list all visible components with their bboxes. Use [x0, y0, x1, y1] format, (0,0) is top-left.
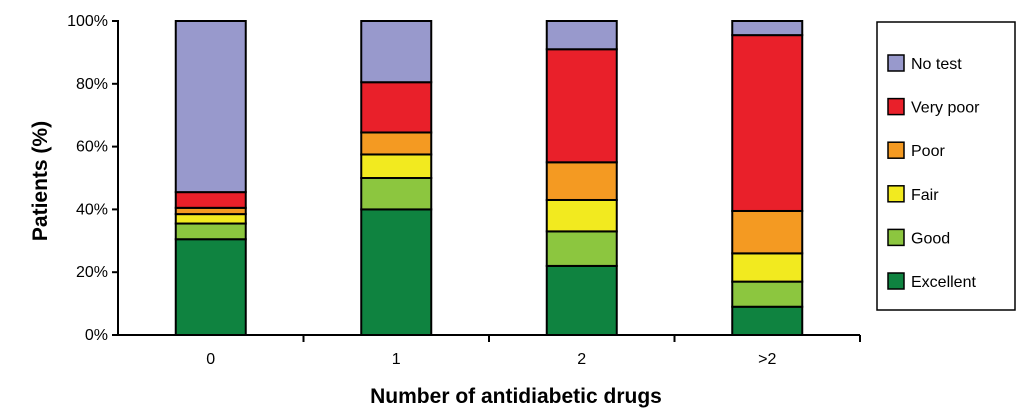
bar-segment-poor-2 — [545, 161, 618, 201]
bar-segment-very-poor-2 — [545, 48, 618, 164]
bar-segment-very-poor-0 — [174, 191, 247, 209]
y-tick-label-3: 60% — [76, 139, 108, 156]
x-tick-label-1: 1 — [392, 351, 401, 368]
legend-label-fair: Fair — [911, 187, 939, 204]
legend-swatch-fair — [887, 185, 905, 203]
y-tick-label-0: 0% — [85, 327, 108, 344]
y-tick-label-5: 100% — [67, 13, 108, 30]
legend-swatch-poor — [887, 141, 905, 159]
bar-segment-very-poor-1 — [360, 81, 433, 134]
y-tick-label-4: 80% — [76, 76, 108, 93]
bar-segment-excellent-3 — [731, 305, 804, 336]
bar-segment-no-test-1 — [360, 20, 433, 84]
bar-segment-no-test-0 — [174, 20, 247, 194]
legend-label-good: Good — [911, 230, 950, 247]
legend: No test Very poor Poor Fair Good Excellent — [876, 21, 1016, 311]
x-tick-label-0: 0 — [206, 351, 215, 368]
bar-segment-no-test-2 — [545, 20, 618, 51]
legend-label-poor: Poor — [911, 143, 945, 160]
legend-swatch-excellent — [887, 272, 905, 290]
bar-segment-fair-0 — [174, 213, 247, 225]
bar-segment-excellent-2 — [545, 264, 618, 337]
bar-segment-excellent-0 — [174, 238, 247, 336]
bar-segment-no-test-3 — [731, 20, 804, 37]
y-tick-label-2: 40% — [76, 201, 108, 218]
x-tick-label-2: 2 — [577, 351, 586, 368]
bar-segment-excellent-1 — [360, 208, 433, 336]
bar-segment-very-poor-3 — [731, 34, 804, 212]
plot-area: 0% 20% 40% 60% 80% 100% 0 1 2 >2 — [67, 13, 861, 368]
y-axis-title: Patients (%) — [29, 121, 52, 241]
bar-segment-fair-2 — [545, 198, 618, 233]
bar-segment-poor-1 — [360, 131, 433, 156]
bar-segment-fair-1 — [360, 153, 433, 179]
bar-segment-good-0 — [174, 222, 247, 241]
bar-segment-good-3 — [731, 280, 804, 308]
legend-label-very-poor: Very poor — [911, 100, 980, 117]
bar-segment-poor-3 — [731, 209, 804, 255]
y-tick-label-1: 20% — [76, 264, 108, 281]
x-tick-label-3: >2 — [758, 351, 776, 368]
legend-swatch-very-poor — [887, 97, 905, 116]
legend-label-no-test: No test — [911, 56, 962, 73]
bar-segment-good-1 — [360, 177, 433, 211]
legend-swatch-good — [887, 228, 905, 247]
x-axis-title: Number of antidiabetic drugs — [370, 385, 662, 408]
bar-segment-fair-3 — [731, 252, 804, 283]
bar-segment-good-2 — [545, 230, 618, 267]
legend-swatch-no-test — [887, 54, 905, 72]
legend-label-excellent: Excellent — [911, 274, 976, 291]
